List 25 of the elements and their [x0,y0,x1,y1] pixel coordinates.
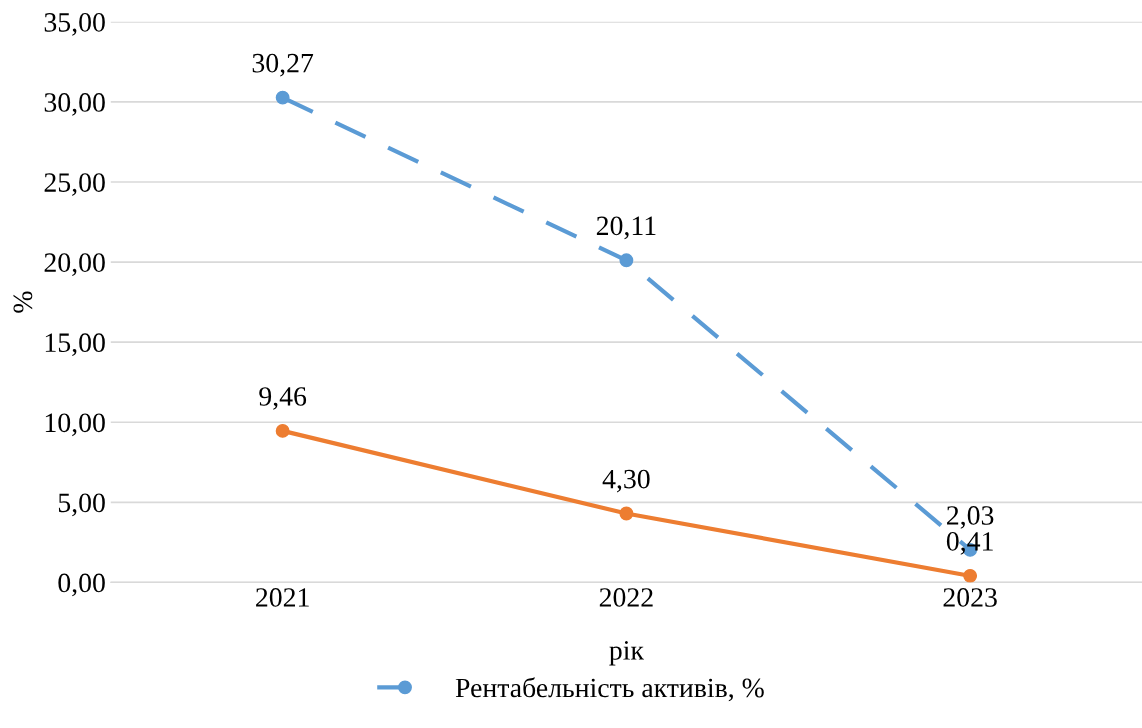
x-tick-label: 2022 [599,588,653,607]
y-tick-label: 25,00 [44,173,105,196]
x-tick-label: 2021 [256,588,309,607]
point [963,568,978,583]
y-tick-label: 0,00 [58,573,105,597]
data-label: 4,30 [602,469,650,493]
y-tick-label: 10,00 [45,413,105,437]
y-tick-label: 5,00 [58,493,105,517]
data-label: 30,27 [252,53,314,77]
point [619,506,634,521]
x-axis-title: рік [609,641,644,666]
data-label: 0,41 [946,532,993,555]
data-label: 20,11 [596,216,656,240]
y-tick-label: 15,00 [45,333,105,357]
data-label: 2,03 [947,506,994,529]
legend-label: Рентабельність активів, % [455,677,764,702]
x-tick-label: 2023 [943,588,997,607]
point [619,253,634,268]
y-axis-title: % [13,291,33,313]
point [275,423,290,438]
point [275,90,290,105]
y-tick-label: 35,00 [44,13,105,36]
y-tick-label: 20,00 [44,253,105,276]
data-label: 9,46 [259,387,307,410]
y-tick-label: 30,00 [44,93,105,116]
